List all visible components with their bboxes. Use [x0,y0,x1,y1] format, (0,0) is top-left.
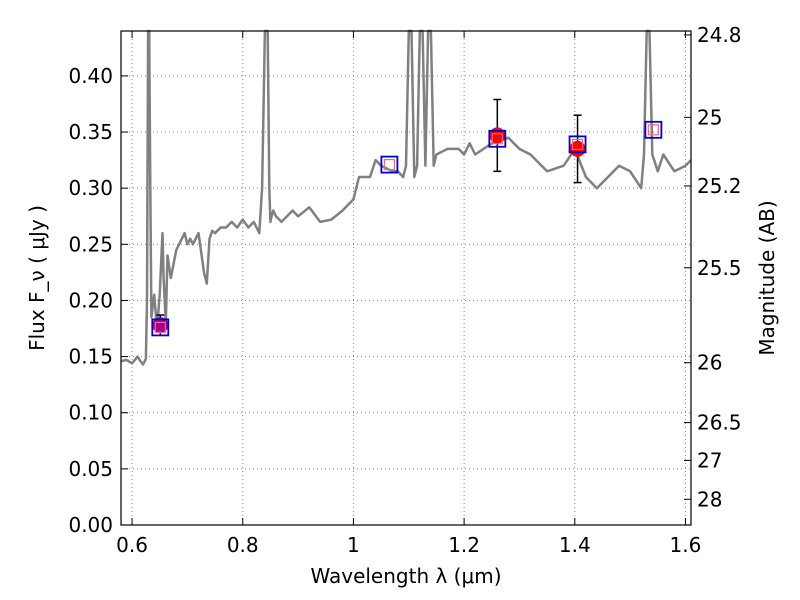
magnitude-tick-label: 25 [697,105,722,129]
model-marker-inner [647,124,659,136]
model-point [488,129,507,148]
magnitude-tick-label: 25.2 [697,174,742,198]
model-marker-outer [380,155,399,174]
x-tick-label: 0.6 [116,533,148,557]
model-point [380,155,399,174]
spectrum-series [120,29,692,366]
model-marker-inner [571,138,584,150]
magnitude-tick-label: 26.5 [697,411,742,435]
x-axis-label: Wavelength λ (μm) [310,564,501,588]
model-marker-outer [488,129,507,148]
model-marker-inner [154,321,166,333]
model-point [644,120,663,139]
y-tick-label: 0.30 [68,176,113,200]
x-tick-label: 1 [347,533,360,557]
model-marker-outer [151,318,170,337]
model-marker-inner [383,159,395,171]
magnitude-tick-label: 27 [697,448,722,472]
x-axis-ticks: 0.6 0.8 1 1.2 1.4 1.6 [116,31,701,557]
magnitude-tick-label: 24.8 [697,23,742,47]
x-tick-label: 1.4 [559,533,591,557]
observed-marker [152,317,169,334]
observed-marker [489,127,506,144]
y-tick-label: 0.10 [68,401,113,425]
model-marker-inner [491,133,503,145]
magnitude-tick-label: 28 [697,487,722,511]
magnitude-axis-ticks: 24.8 25 25.2 25.5 26 26.5 27 28 [684,23,742,511]
spectrum-line [120,29,692,366]
plot-frame [120,30,692,526]
model-marker-outer [644,120,663,139]
y-tick-label: 0.05 [68,457,113,481]
y-tick-label: 0.25 [68,232,113,256]
y-tick-label: 0.20 [68,288,113,312]
y-tick-label: 0.15 [68,345,113,369]
photometry-points [151,98,663,337]
model-point [568,135,587,154]
y-axis-ticks: 0.00 0.05 0.10 0.15 0.20 0.25 0.30 0.35 0.40 [68,64,128,537]
model-point [151,318,170,337]
x-tick-label: 0.8 [227,533,259,557]
x-tick-label: 1.2 [448,533,480,557]
y-tick-label: 0.35 [68,120,113,144]
model-marker-outer [568,135,587,154]
magnitude-axis-label: Magnitude (AB) [755,200,779,355]
magnitude-tick-label: 25.5 [697,256,742,280]
y-tick-label: 0.00 [68,513,113,537]
y-tick-label: 0.40 [68,64,113,88]
x-tick-label: 1.6 [670,533,702,557]
y-axis-label: Flux F_ν ( μJy ) [25,205,49,351]
magnitude-tick-label: 26 [697,351,722,375]
